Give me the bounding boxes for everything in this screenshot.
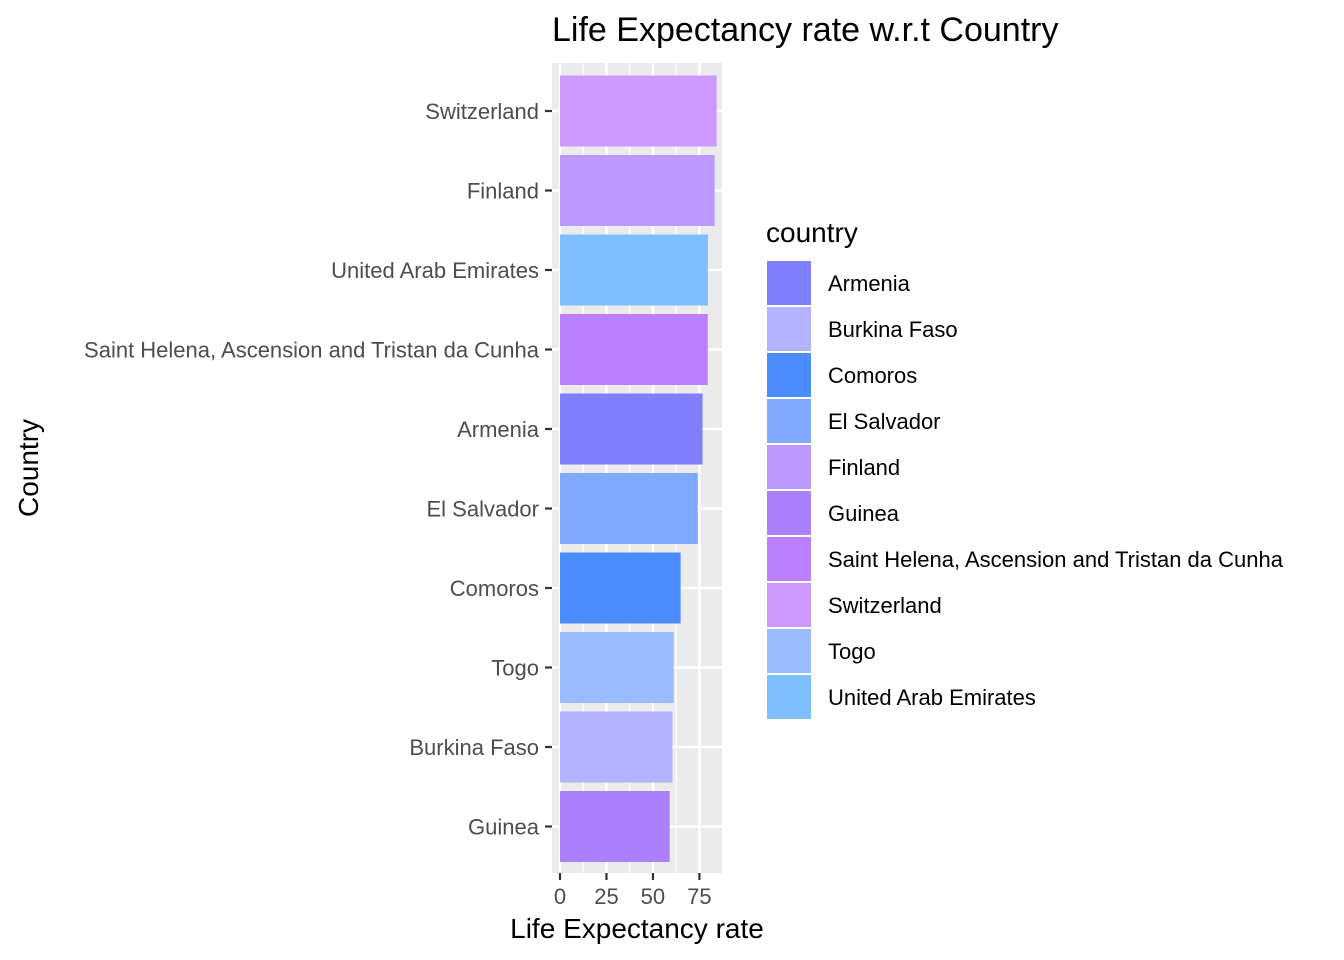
legend-swatch xyxy=(767,583,811,627)
chart-title: Life Expectancy rate w.r.t Country xyxy=(552,11,1058,49)
x-tick-label: 75 xyxy=(687,884,711,909)
bar xyxy=(560,234,708,306)
legend-label: Switzerland xyxy=(828,593,942,618)
legend-swatch xyxy=(767,445,811,489)
y-tick-label: El Salvador xyxy=(426,497,539,522)
bars xyxy=(560,75,717,862)
y-tick-label: Togo xyxy=(491,656,539,681)
y-tick-label: United Arab Emirates xyxy=(331,258,539,283)
legend-items: Armenia Burkina Faso Comoros El Salvador Fin… xyxy=(767,261,1284,719)
legend-swatch xyxy=(767,353,811,397)
x-tick-label: 50 xyxy=(641,884,665,909)
bar xyxy=(560,314,708,385)
legend-title: country xyxy=(766,217,858,248)
bar xyxy=(560,791,670,862)
x-tick-label: 25 xyxy=(594,884,618,909)
y-tick-label: Armenia xyxy=(457,417,540,442)
legend-swatch xyxy=(767,629,811,673)
bar xyxy=(560,632,674,703)
bar xyxy=(560,711,673,783)
y-tick-label: Guinea xyxy=(468,815,540,840)
legend-label: United Arab Emirates xyxy=(828,685,1036,710)
legend-swatch xyxy=(767,261,811,305)
legend-label: El Salvador xyxy=(828,409,941,434)
y-tick-label: Switzerland xyxy=(425,99,539,124)
bar xyxy=(560,393,703,465)
y-tick-label: Saint Helena, Ascension and Tristan da C… xyxy=(84,338,540,363)
legend-label: Saint Helena, Ascension and Tristan da C… xyxy=(828,547,1284,572)
y-tick-label: Finland xyxy=(467,179,539,204)
legend-swatch xyxy=(767,675,811,719)
x-axis-ticks: 0 25 50 75 xyxy=(554,873,712,909)
bar xyxy=(560,552,681,624)
bar xyxy=(560,473,698,544)
y-axis-ticks: Switzerland Finland United Arab Emirates Sa… xyxy=(84,99,552,840)
bar xyxy=(560,75,717,147)
legend-label: Guinea xyxy=(828,501,900,526)
bar xyxy=(560,155,715,226)
legend-swatch xyxy=(767,399,811,443)
legend-swatch xyxy=(767,537,811,581)
legend-swatch xyxy=(767,307,811,351)
legend-swatch xyxy=(767,491,811,535)
legend-label: Burkina Faso xyxy=(828,317,958,342)
legend-label: Armenia xyxy=(828,271,911,296)
x-tick-label: 0 xyxy=(554,884,566,909)
x-axis-title: Life Expectancy rate xyxy=(510,913,764,944)
legend-label: Comoros xyxy=(828,363,917,388)
legend: country Armenia Burkina Faso Comoros El Sal… xyxy=(766,217,1284,719)
legend-label: Togo xyxy=(828,639,876,664)
y-tick-label: Burkina Faso xyxy=(409,735,539,760)
y-axis-title: Country xyxy=(13,419,44,517)
y-tick-label: Comoros xyxy=(450,576,539,601)
legend-label: Finland xyxy=(828,455,900,480)
